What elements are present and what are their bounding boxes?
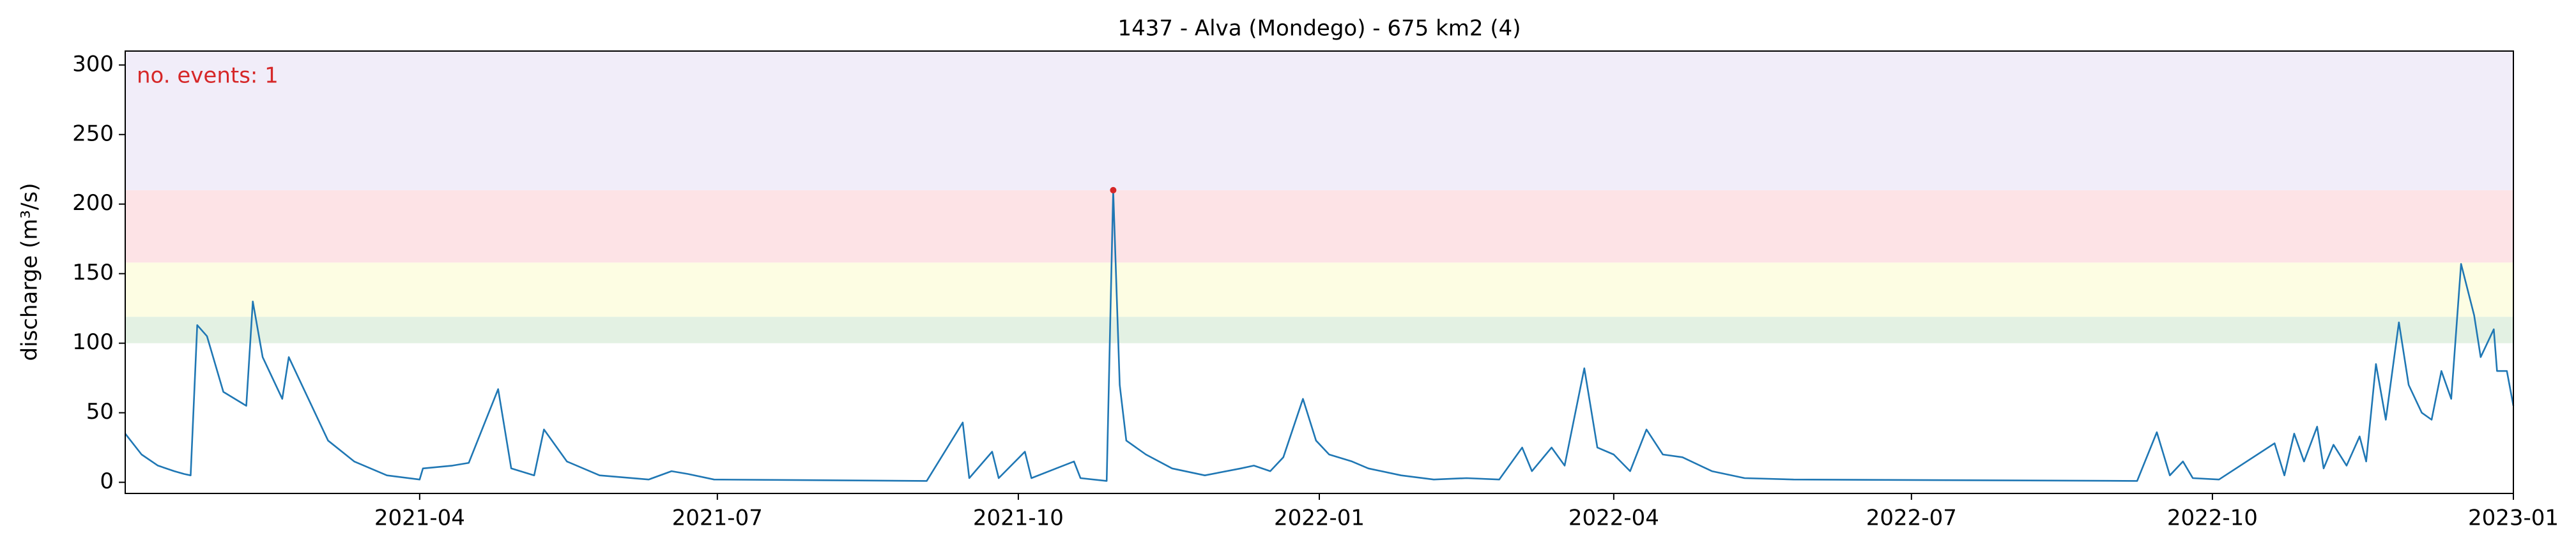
- y-tick-label: 100: [72, 329, 114, 355]
- x-tick-label: 2021-10: [973, 506, 1064, 531]
- x-tick-label: 2021-04: [374, 506, 465, 531]
- y-tick-label: 50: [86, 399, 114, 425]
- y-tick-label: 300: [72, 51, 114, 77]
- y-tick-label: 0: [100, 469, 114, 494]
- y-tick-label: 150: [72, 260, 114, 285]
- x-tick-label: 2022-04: [1568, 506, 1659, 531]
- annotation: no. events: 1: [137, 63, 279, 89]
- x-tick-label: 2023-01: [2468, 506, 2559, 531]
- plot-frame: [125, 50, 2514, 494]
- x-tick-label: 2022-01: [1274, 506, 1365, 531]
- event-marker: [1110, 186, 1117, 193]
- series-line: [124, 189, 2515, 482]
- threshold-band: [125, 190, 2513, 263]
- chart-title: 1437 - Alva (Mondego) - 675 km2 (4): [1118, 16, 1521, 41]
- x-tick-label: 2022-07: [1866, 506, 1957, 531]
- y-axis-label: discharge (m³/s): [17, 183, 43, 361]
- threshold-band: [125, 317, 2513, 343]
- x-tick-label: 2021-07: [672, 506, 763, 531]
- y-tick-label: 200: [72, 190, 114, 216]
- threshold-band: [125, 51, 2513, 190]
- x-tick-label: 2022-10: [2167, 506, 2258, 531]
- y-tick-label: 250: [72, 121, 114, 146]
- threshold-band: [125, 262, 2513, 317]
